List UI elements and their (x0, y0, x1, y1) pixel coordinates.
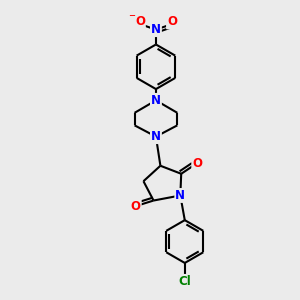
Text: O: O (167, 15, 177, 28)
Text: N: N (151, 130, 161, 143)
Text: N: N (175, 189, 185, 202)
Text: N: N (151, 94, 161, 107)
Text: −: − (128, 11, 135, 20)
Text: N: N (151, 23, 161, 36)
Text: O: O (192, 157, 202, 169)
Text: O: O (131, 200, 141, 213)
Text: O: O (135, 15, 145, 28)
Text: Cl: Cl (178, 275, 191, 288)
